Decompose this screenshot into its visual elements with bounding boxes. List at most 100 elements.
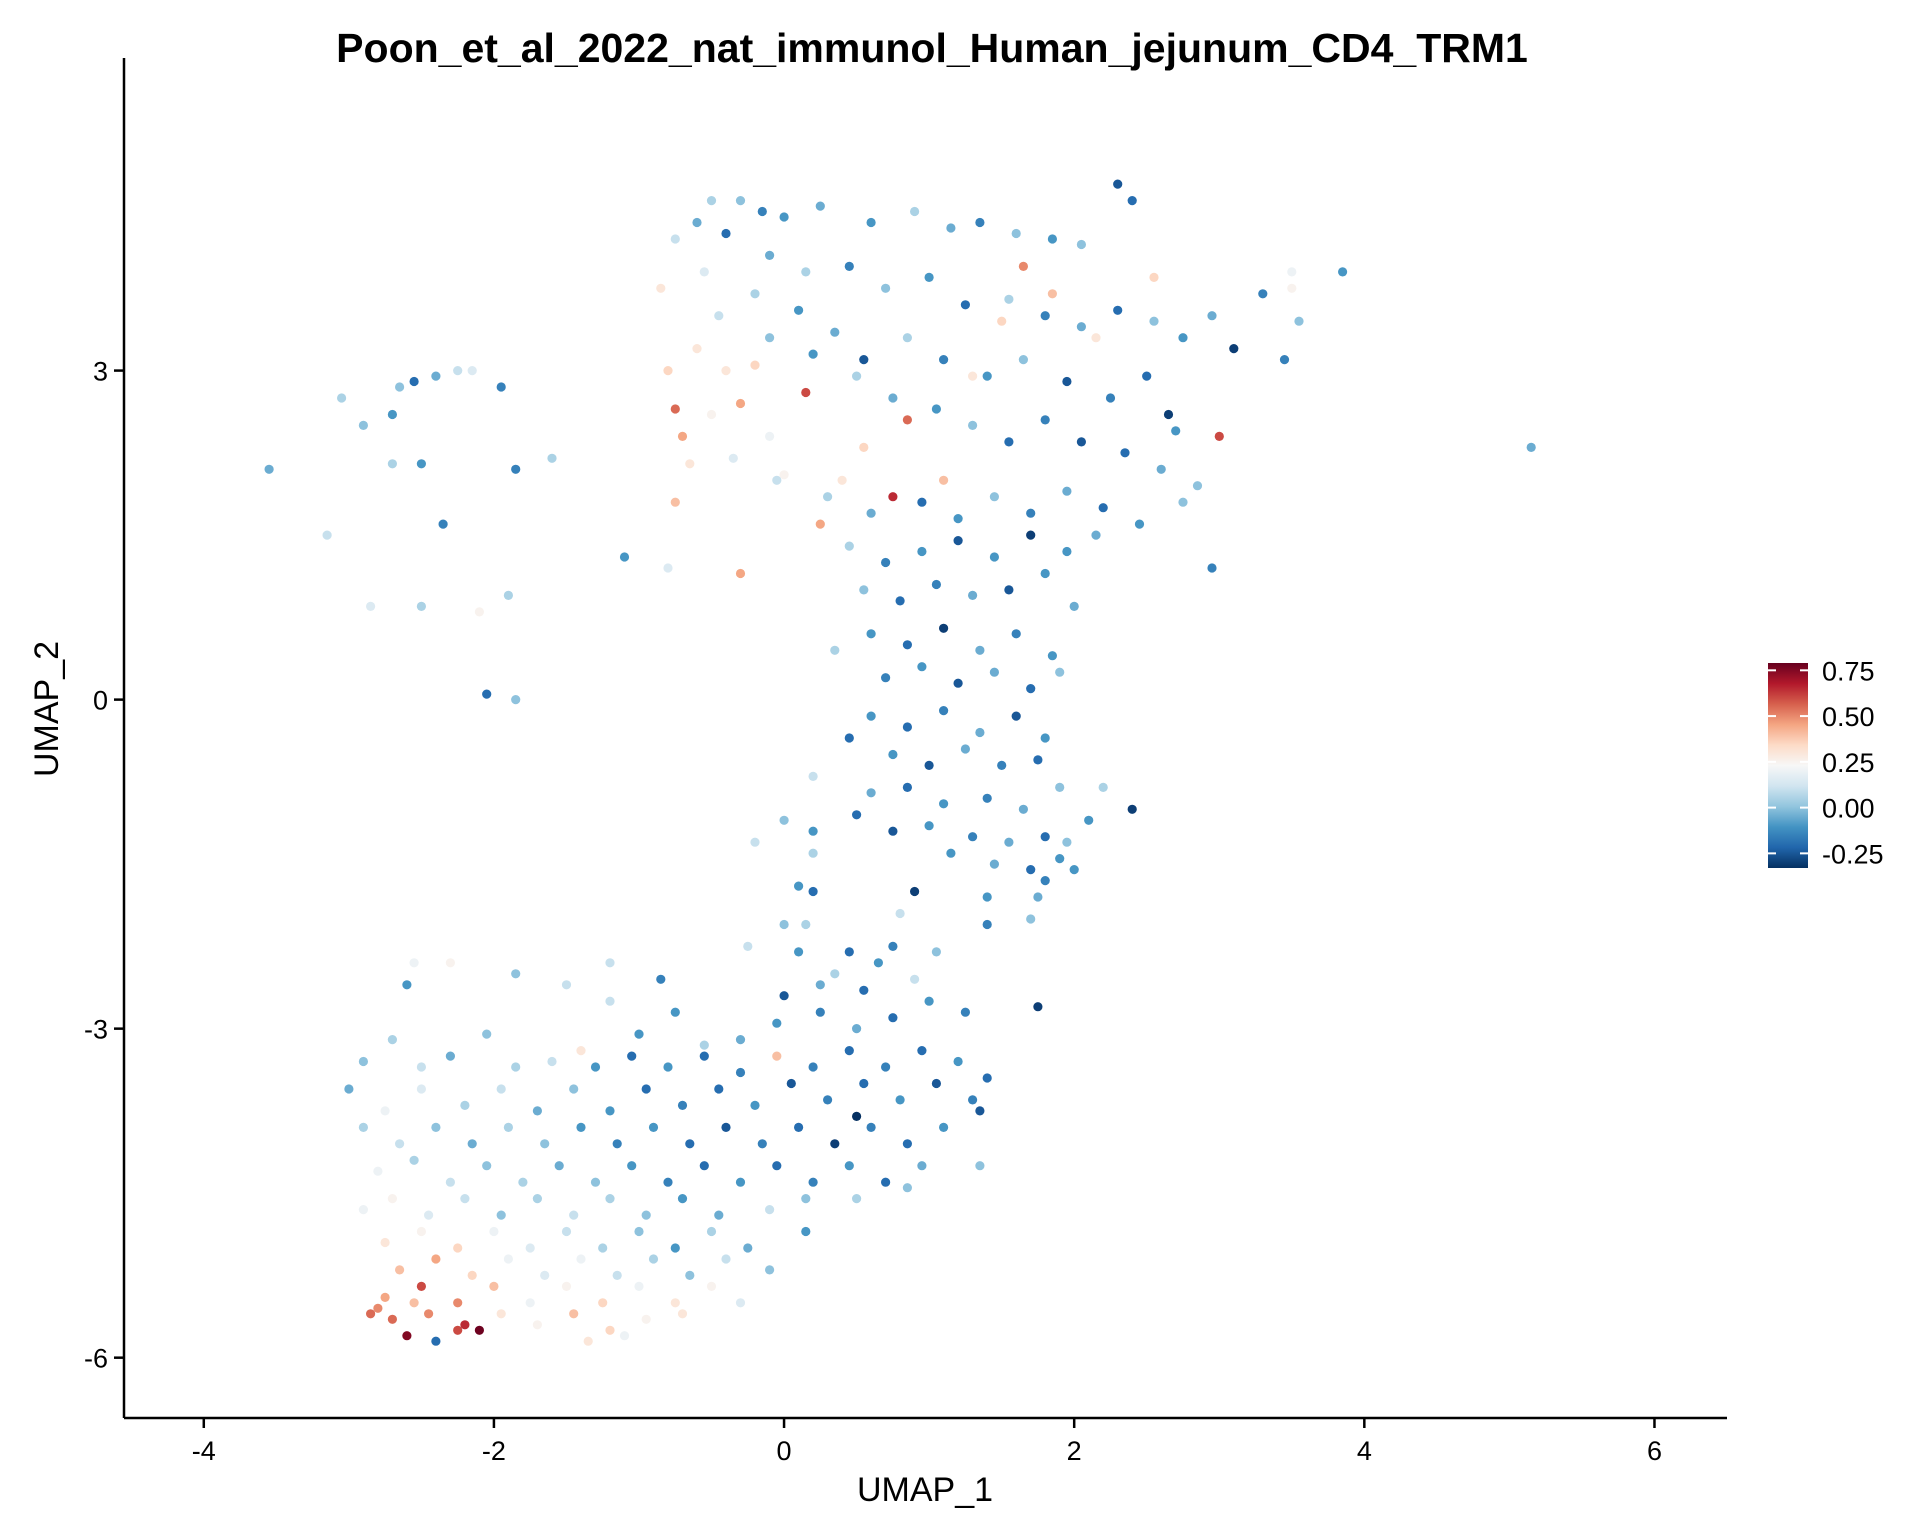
data-point [902, 1139, 913, 1149]
data-point [496, 1084, 506, 1094]
data-point [431, 1122, 441, 1132]
data-point [1062, 486, 1072, 496]
data-point [765, 1205, 775, 1215]
data-point [866, 217, 876, 228]
data-point [460, 1320, 470, 1330]
data-point [852, 371, 862, 381]
data-point [380, 1106, 390, 1116]
data-point [663, 1062, 673, 1072]
data-point [1163, 409, 1174, 420]
data-point [358, 420, 368, 430]
data-point [1011, 711, 1021, 721]
data-point [881, 1177, 891, 1187]
data-point [1069, 601, 1079, 612]
data-point [924, 821, 934, 831]
data-point [866, 629, 876, 639]
data-point [482, 1029, 492, 1039]
data-point [859, 355, 869, 365]
data-point [670, 1298, 680, 1308]
data-point [1098, 503, 1108, 513]
data-point [801, 1194, 811, 1204]
data-point [735, 196, 746, 206]
data-point [794, 947, 804, 957]
data-point [910, 886, 920, 897]
data-point [902, 782, 913, 793]
data-point [511, 969, 521, 979]
data-point [627, 1161, 637, 1171]
data-point [830, 645, 840, 655]
data-point [794, 881, 804, 891]
data-point [431, 371, 441, 381]
data-point [699, 1051, 709, 1061]
data-point [612, 1139, 622, 1149]
data-point [409, 1298, 419, 1308]
data-point [445, 1051, 455, 1061]
data-point [424, 1309, 434, 1319]
data-point [402, 1331, 412, 1341]
data-point [1084, 815, 1094, 825]
data-point [627, 1051, 637, 1061]
data-point [830, 1139, 840, 1149]
data-point [438, 519, 448, 529]
data-point [685, 459, 695, 469]
data-point [910, 974, 920, 984]
data-point [663, 366, 673, 376]
data-point [1026, 865, 1036, 875]
data-point [939, 355, 949, 365]
data-point [1142, 371, 1152, 381]
colorbar-ticks: 0.75 0.50 0.25 0.00 -0.25 [1768, 656, 1884, 869]
data-point [1033, 892, 1043, 902]
data-point [561, 1226, 572, 1237]
data-point [416, 1062, 426, 1072]
data-point [641, 1210, 651, 1220]
data-point [859, 1078, 869, 1089]
data-point [917, 1161, 927, 1171]
data-point [395, 382, 405, 392]
data-point [605, 996, 615, 1006]
data-point [1026, 914, 1036, 924]
data-point [706, 1226, 717, 1237]
data-point [670, 497, 680, 507]
data-point [366, 601, 376, 612]
data-point [619, 552, 630, 562]
data-point [518, 1177, 528, 1187]
data-point [982, 793, 992, 803]
data-point [706, 196, 717, 206]
data-point [881, 1062, 891, 1072]
data-point [358, 1205, 368, 1215]
chart-title: Poon_et_al_2022_nat_immunol_Human_jejunu… [336, 25, 1528, 71]
data-point [561, 980, 572, 990]
data-point [1040, 733, 1050, 743]
data-point [852, 1024, 862, 1034]
data-point [924, 272, 934, 282]
data-point [757, 1139, 767, 1149]
data-point [1091, 530, 1101, 540]
data-point [902, 1183, 913, 1193]
data-point [453, 366, 463, 376]
data-point [801, 1226, 811, 1237]
data-point [881, 557, 891, 568]
data-point [554, 1161, 564, 1171]
data-point [1040, 876, 1050, 886]
data-point [416, 1084, 426, 1094]
data-point [982, 892, 992, 902]
data-point [866, 788, 876, 798]
data-point [322, 530, 332, 540]
data-point [1091, 333, 1101, 343]
data-point [750, 360, 760, 370]
data-point [989, 492, 1000, 502]
data-point [735, 1067, 746, 1078]
data-point [1018, 804, 1028, 814]
data-point [1018, 261, 1028, 271]
data-point [866, 1122, 876, 1132]
data-point [605, 958, 615, 968]
data-point [931, 947, 942, 957]
data-point [699, 1040, 709, 1050]
data-point [982, 371, 992, 381]
data-point [366, 1309, 376, 1319]
data-point [714, 311, 724, 321]
data-point [735, 568, 746, 579]
data-point [344, 1084, 354, 1094]
x-tick-label: 2 [1067, 1436, 1082, 1466]
x-tick-label: 0 [777, 1436, 792, 1466]
